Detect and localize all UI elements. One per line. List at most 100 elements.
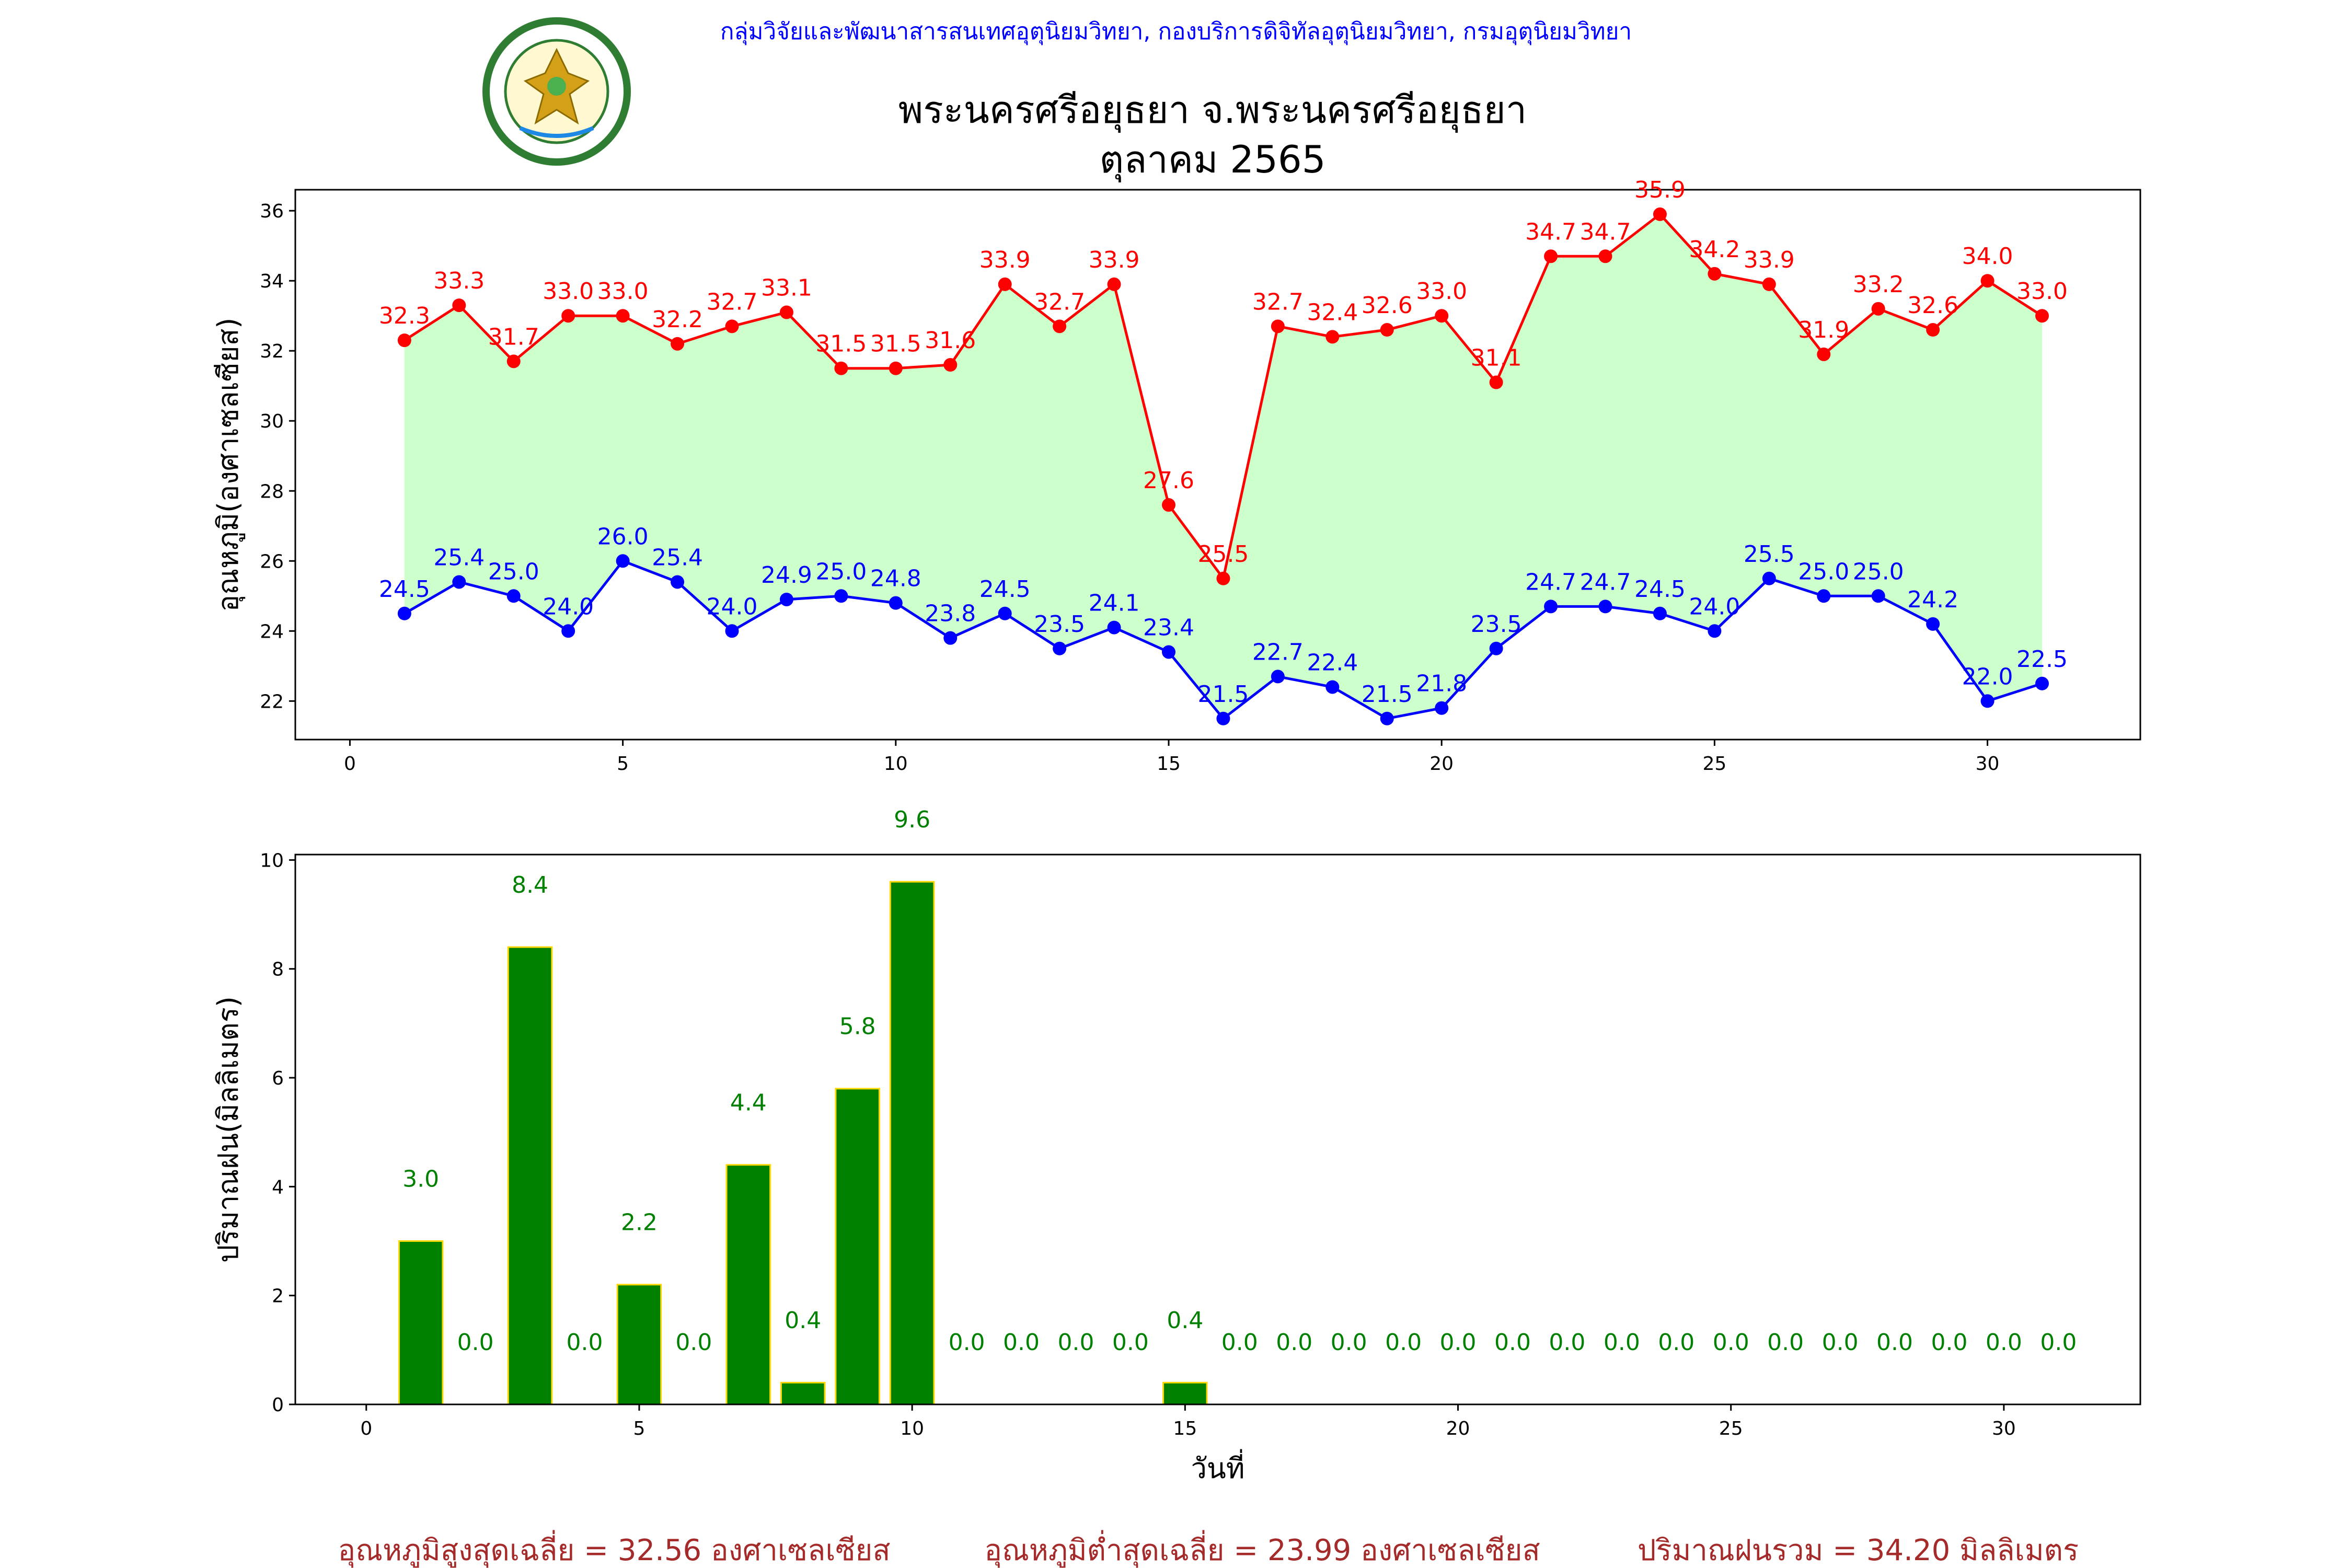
min-temp-label: 23.5 [1034,611,1085,638]
min-temp-point [725,624,739,638]
rain-value-label: 8.4 [512,872,548,898]
min-temp-point [1708,624,1722,638]
chart-title-line1: พระนครศรีอยุธยา จ.พระนครศรีอยุธยา [898,88,1527,133]
rain-value-label: 0.0 [567,1329,603,1356]
max-temp-label: 31.9 [1798,317,1849,343]
min-temp-point [1926,617,1940,631]
temp-y-tick-label: 30 [260,411,284,432]
rain-value-label: 9.6 [894,806,930,833]
rain-value-label: 0.0 [1549,1329,1585,1356]
rain-value-label: 0.0 [949,1329,985,1356]
temp-x-tick-label: 30 [1976,753,2000,775]
rain-value-label: 0.4 [785,1307,821,1334]
max-temp-label: 33.2 [1853,271,1904,298]
max-temp-point [397,333,411,348]
min-temp-point [1162,645,1176,659]
rain-bar [889,881,935,1405]
rain-value-label: 0.0 [1221,1329,1258,1356]
rain-value-label: 0.0 [457,1329,494,1356]
min-temp-point [1435,701,1449,715]
min-temp-label: 24.7 [1580,569,1631,595]
rain-x-tick-label: 15 [1173,1418,1197,1439]
max-temp-point [943,358,958,372]
rain-value-label: 0.0 [1986,1329,2022,1356]
rain-y-tick-label: 6 [272,1068,284,1089]
temperature-y-axis-label: อุณหภูมิ(องศาเซลเซียส) [212,318,246,612]
rain-y-tick-label: 4 [272,1177,284,1198]
min-temp-label: 22.5 [2016,646,2068,673]
max-temp-point [1216,571,1230,585]
rain-value-label: 0.0 [1604,1329,1640,1356]
min-temp-label: 24.0 [707,593,758,620]
max-temp-point [1653,207,1667,221]
min-temp-point [1325,680,1340,694]
rain-y-tick-label: 2 [272,1286,284,1307]
max-temp-label: 33.3 [433,268,485,294]
min-temp-point [889,596,903,610]
max-temp-label: 32.4 [1307,299,1358,326]
rain-y-tick-label: 8 [272,959,284,981]
min-temp-label: 24.7 [1525,569,1576,595]
min-temp-label: 26.0 [597,523,649,550]
max-temp-point [1162,498,1176,512]
max-temp-point [1598,249,1612,263]
rain-value-label: 5.8 [839,1013,876,1040]
min-temp-point [779,592,793,606]
max-temp-point [1325,330,1340,344]
rain-value-label: 0.0 [1713,1329,1749,1356]
max-temp-label: 32.7 [707,289,758,315]
min-temp-label: 22.7 [1252,639,1304,665]
max-temp-point [1107,277,1121,291]
max-temp-point [1489,375,1503,389]
temp-y-tick-label: 32 [260,341,284,362]
min-temp-point [2035,676,2049,690]
rain-bar [780,1381,826,1405]
rain-x-tick-label: 25 [1719,1418,1743,1439]
max-temp-label: 33.1 [761,275,812,302]
max-temp-label: 31.5 [870,331,921,358]
rain-bar [1162,1381,1208,1405]
rainfall-panel: 0 5 10 15 20 25 30 0 2 4 6 8 10 3.0 0.0 8.4 0.0 2.2 0.0 4.… [212,806,2141,1485]
min-temp-point [1489,641,1503,655]
max-temp-point [1053,319,1067,333]
temp-x-tick-label: 10 [884,753,908,775]
min-temp-label: 24.5 [979,576,1031,603]
min-temp-label: 24.1 [1089,590,1140,617]
min-temp-point [1653,606,1667,620]
rain-value-label: 0.0 [2040,1329,2077,1356]
temperature-plot-frame [294,189,2141,741]
min-temp-point [506,589,521,603]
rain-value-label: 0.0 [1931,1329,1967,1356]
max-temp-label: 31.5 [815,331,867,358]
max-temp-label: 34.7 [1525,218,1576,245]
max-temp-label: 27.6 [1143,467,1194,494]
total-rain-summary: ปริมาณฝนรวม = 34.20 มิลลิเมตร [1638,1534,2079,1567]
max-temp-point [834,361,848,375]
max-temp-label: 32.6 [1907,292,1958,319]
min-temp-label: 25.5 [1744,541,1795,568]
max-temp-point [1980,274,1994,288]
min-temp-label: 24.8 [870,566,921,592]
min-temp-label: 25.0 [1798,558,1849,585]
rain-value-label: 0.0 [675,1329,712,1356]
rain-value-label: 0.0 [1767,1329,1804,1356]
min-temp-label: 25.0 [488,558,539,585]
rain-value-label: 0.0 [1822,1329,1859,1356]
temp-x-tick-label: 5 [617,753,629,775]
max-temp-label: 31.7 [488,324,539,350]
max-temp-point [725,319,739,333]
max-temp-point [779,305,793,319]
max-temp-point [616,309,630,323]
rainfall-x-axis-label: วันที่ [1191,1449,1245,1485]
max-temp-label: 32.2 [652,306,703,333]
max-temp-point [561,309,575,323]
max-temp-point [1762,277,1776,291]
rain-value-label: 0.0 [1494,1329,1531,1356]
min-temp-label: 23.4 [1143,614,1194,641]
min-temp-label: 22.4 [1307,649,1358,676]
temperature-panel: 0 5 10 15 20 25 30 22 24 26 28 30 32 34 36 32.333.3 31.… [212,177,2141,775]
rain-value-label: 0.4 [1167,1307,1203,1334]
max-temp-point [452,298,466,313]
min-temp-point [616,554,630,568]
min-temp-point [561,624,575,638]
